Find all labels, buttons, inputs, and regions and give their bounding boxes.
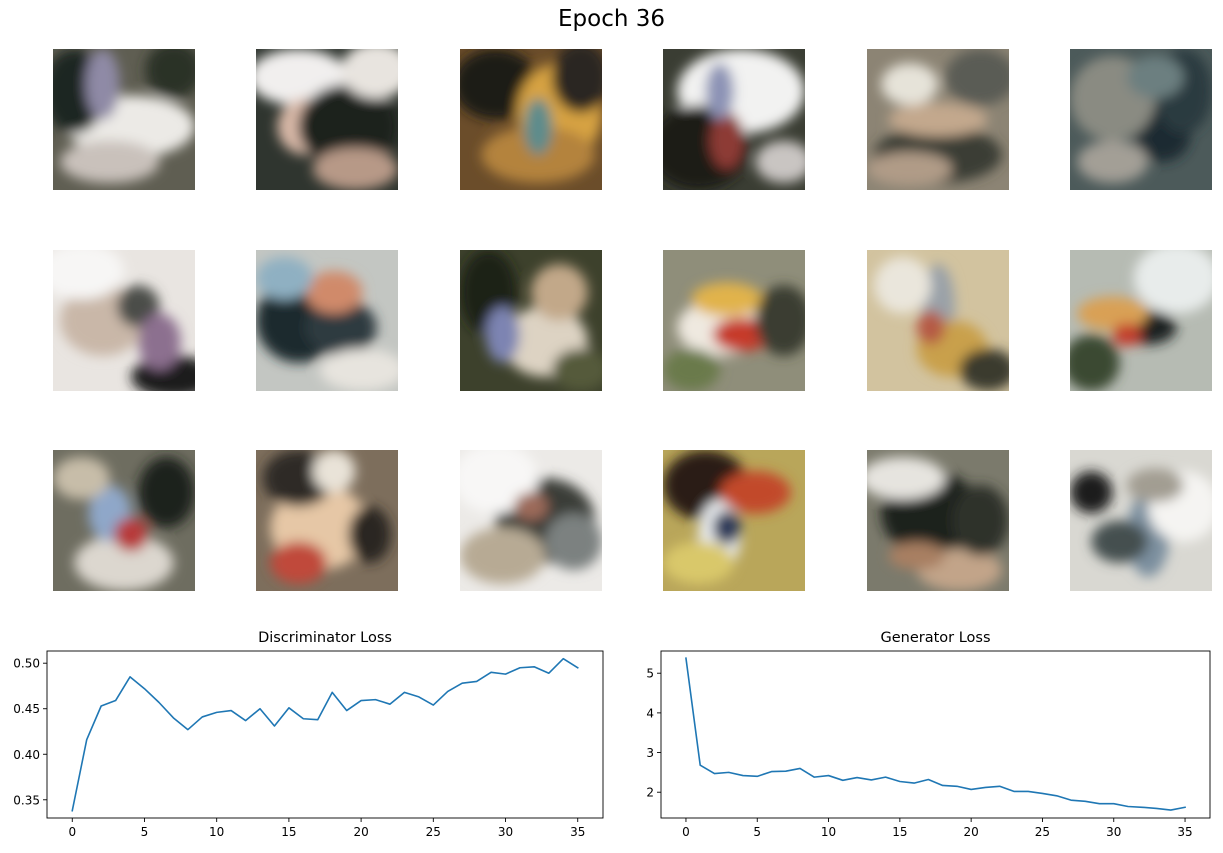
sample-13 <box>53 450 195 591</box>
discriminator-loss-ytick-label: 0.45 <box>13 702 40 716</box>
discriminator-loss-chart: Discriminator Loss 0 5 10 15 20 25 30 35 0.35 0.40… <box>13 630 604 839</box>
sample-8-art <box>256 250 398 391</box>
discriminator-loss-xtick-label: 25 <box>426 825 441 839</box>
sample-18 <box>1070 450 1212 591</box>
sample-4-art <box>663 49 805 190</box>
generator-loss-xtick-label: 10 <box>821 825 836 839</box>
generator-loss-xtick-label: 15 <box>892 825 907 839</box>
sample-11-art <box>867 250 1009 391</box>
generator-loss-xtick-label: 20 <box>964 825 979 839</box>
sample-18-art <box>1070 450 1212 591</box>
sample-1-art <box>53 49 195 190</box>
sample-15 <box>460 450 602 591</box>
discriminator-loss-xtick-label: 5 <box>141 825 149 839</box>
sample-4 <box>663 49 805 190</box>
discriminator-loss-xtick-label: 30 <box>498 825 513 839</box>
discriminator-loss-ytick-label: 0.50 <box>13 657 40 671</box>
discriminator-loss-xtick-label: 0 <box>68 825 76 839</box>
sample-3 <box>460 49 602 190</box>
sample-17 <box>867 450 1009 591</box>
sample-11 <box>867 250 1009 391</box>
generator-loss-title: Generator Loss <box>880 630 990 646</box>
generator-loss-xtick-label: 35 <box>1177 825 1192 839</box>
generator-loss-xtick-label: 5 <box>753 825 761 839</box>
discriminator-loss-ytick-label: 0.35 <box>13 793 40 807</box>
generator-loss-xtick-label: 30 <box>1106 825 1121 839</box>
discriminator-loss-xtick-label: 35 <box>570 825 585 839</box>
generator-loss-xtick-label: 0 <box>682 825 690 839</box>
sample-3-art <box>460 49 602 190</box>
sample-12-art <box>1070 250 1212 391</box>
discriminator-loss-xtick-label: 10 <box>209 825 224 839</box>
sample-5 <box>867 49 1009 190</box>
discriminator-loss-ytick-label: 0.40 <box>13 748 40 762</box>
generator-loss-xtick-label: 25 <box>1035 825 1050 839</box>
sample-9 <box>460 250 602 391</box>
sample-6-art <box>1070 49 1212 190</box>
generator-loss-ytick-label: 5 <box>646 667 654 681</box>
sample-5-art <box>867 49 1009 190</box>
sample-2 <box>256 49 398 190</box>
generator-loss-line <box>685 657 1186 811</box>
sample-14 <box>256 450 398 591</box>
sample-7 <box>53 250 195 391</box>
generator-loss-ytick-label: 4 <box>646 706 654 720</box>
discriminator-loss-title: Discriminator Loss <box>258 630 392 646</box>
sample-13-art <box>53 450 195 591</box>
sample-17-art <box>867 450 1009 591</box>
sample-2-art <box>256 49 398 190</box>
sample-image-grid <box>53 49 1212 591</box>
figure-title: Epoch 36 <box>557 6 665 32</box>
discriminator-loss-line <box>71 657 579 812</box>
generator-loss-axes-frame <box>660 650 1211 819</box>
discriminator-loss-axes-frame <box>46 650 604 819</box>
sample-7-art <box>53 250 195 391</box>
discriminator-loss-xtick-label: 20 <box>353 825 368 839</box>
sample-14-art <box>256 450 398 591</box>
sample-1 <box>53 49 195 190</box>
sample-9-art <box>460 250 602 391</box>
loss-charts: Discriminator Loss 0 5 10 15 20 25 30 35 0.35 0.40… <box>0 610 1223 853</box>
sample-12 <box>1070 250 1212 391</box>
sample-15-art <box>460 450 602 591</box>
sample-6 <box>1070 49 1212 190</box>
sample-8 <box>256 250 398 391</box>
generator-loss-ytick-label: 3 <box>646 746 654 760</box>
generator-loss-chart: Generator Loss 0 5 10 15 20 25 30 35 2 3 4 5 <box>646 630 1211 839</box>
sample-16 <box>663 450 805 591</box>
sample-10 <box>663 250 805 391</box>
generator-loss-ytick-label: 2 <box>646 786 654 800</box>
discriminator-loss-xtick-label: 15 <box>281 825 296 839</box>
sample-16-art <box>663 450 805 591</box>
sample-10-art <box>663 250 805 391</box>
